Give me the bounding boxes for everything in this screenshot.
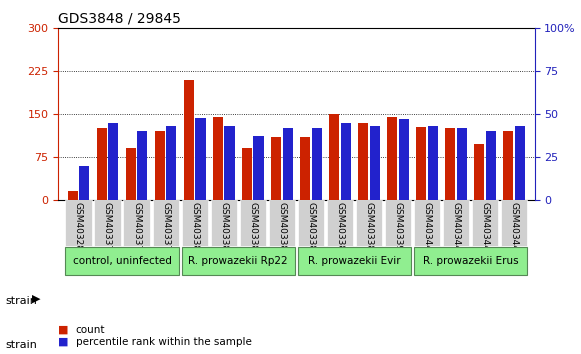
Text: R. prowazekii Rp22: R. prowazekii Rp22 (188, 256, 288, 266)
Text: GSM403384: GSM403384 (277, 202, 286, 257)
Bar (155, 131, 165, 200)
Text: percentile rank within the sample: percentile rank within the sample (76, 337, 252, 347)
Text: GDS3848 / 29845: GDS3848 / 29845 (58, 12, 181, 26)
Text: strain: strain (6, 296, 38, 306)
FancyBboxPatch shape (414, 247, 528, 275)
Bar (370, 126, 380, 200)
Text: GSM403389: GSM403389 (364, 202, 374, 257)
Text: GSM403281: GSM403281 (74, 202, 83, 257)
Bar (67, 191, 78, 200)
Bar (271, 137, 281, 200)
Text: ■: ■ (58, 325, 69, 335)
FancyBboxPatch shape (124, 200, 150, 246)
FancyBboxPatch shape (268, 200, 295, 246)
Bar (224, 126, 235, 200)
Bar (340, 123, 351, 200)
Text: strain: strain (6, 341, 38, 350)
Text: GSM403387: GSM403387 (306, 202, 315, 257)
Bar (184, 80, 194, 200)
Bar (213, 117, 223, 200)
FancyBboxPatch shape (501, 200, 528, 246)
Bar (416, 127, 426, 200)
FancyBboxPatch shape (385, 200, 411, 246)
Text: ■: ■ (58, 337, 69, 347)
Bar (137, 131, 148, 200)
Bar (166, 126, 177, 200)
Bar (195, 118, 206, 200)
Text: count: count (76, 325, 105, 335)
FancyBboxPatch shape (95, 200, 121, 246)
Bar (515, 126, 525, 200)
FancyBboxPatch shape (181, 247, 295, 275)
Bar (486, 131, 496, 200)
Bar (282, 128, 293, 200)
FancyBboxPatch shape (152, 200, 179, 246)
Text: GSM403447: GSM403447 (510, 202, 519, 257)
Text: GSM403383: GSM403383 (248, 202, 257, 257)
Bar (445, 129, 456, 200)
Bar (311, 128, 322, 200)
Text: GSM403378: GSM403378 (132, 202, 141, 257)
Text: control, uninfected: control, uninfected (73, 256, 171, 266)
Text: R. prowazekii Evir: R. prowazekii Evir (308, 256, 401, 266)
Text: GSM403380: GSM403380 (190, 202, 199, 257)
Text: ▶: ▶ (32, 294, 41, 304)
Text: GSM403391: GSM403391 (393, 202, 403, 257)
Bar (253, 136, 264, 200)
Bar (300, 137, 310, 200)
Bar (503, 131, 514, 200)
Bar (329, 114, 339, 200)
Text: GSM403445: GSM403445 (451, 202, 461, 257)
Bar (108, 123, 119, 200)
Bar (125, 148, 136, 200)
Text: GSM403388: GSM403388 (335, 202, 345, 257)
Text: GSM403382: GSM403382 (219, 202, 228, 257)
FancyBboxPatch shape (327, 200, 353, 246)
FancyBboxPatch shape (443, 200, 469, 246)
Bar (96, 129, 107, 200)
FancyBboxPatch shape (65, 247, 179, 275)
Bar (428, 126, 438, 200)
Text: GSM403444: GSM403444 (422, 202, 432, 257)
FancyBboxPatch shape (181, 200, 208, 246)
FancyBboxPatch shape (297, 200, 324, 246)
Bar (79, 166, 89, 200)
FancyBboxPatch shape (239, 200, 266, 246)
FancyBboxPatch shape (356, 200, 382, 246)
FancyBboxPatch shape (472, 200, 498, 246)
FancyBboxPatch shape (65, 200, 92, 246)
FancyBboxPatch shape (414, 200, 440, 246)
Text: GSM403446: GSM403446 (480, 202, 490, 257)
Text: GSM403377: GSM403377 (103, 202, 112, 257)
Bar (474, 144, 485, 200)
Bar (387, 117, 397, 200)
Text: GSM403379: GSM403379 (161, 202, 170, 257)
FancyBboxPatch shape (211, 200, 237, 246)
Bar (358, 123, 368, 200)
Text: R. prowazekii Erus: R. prowazekii Erus (423, 256, 518, 266)
Bar (457, 128, 467, 200)
FancyBboxPatch shape (297, 247, 411, 275)
Bar (242, 148, 252, 200)
Bar (399, 119, 409, 200)
